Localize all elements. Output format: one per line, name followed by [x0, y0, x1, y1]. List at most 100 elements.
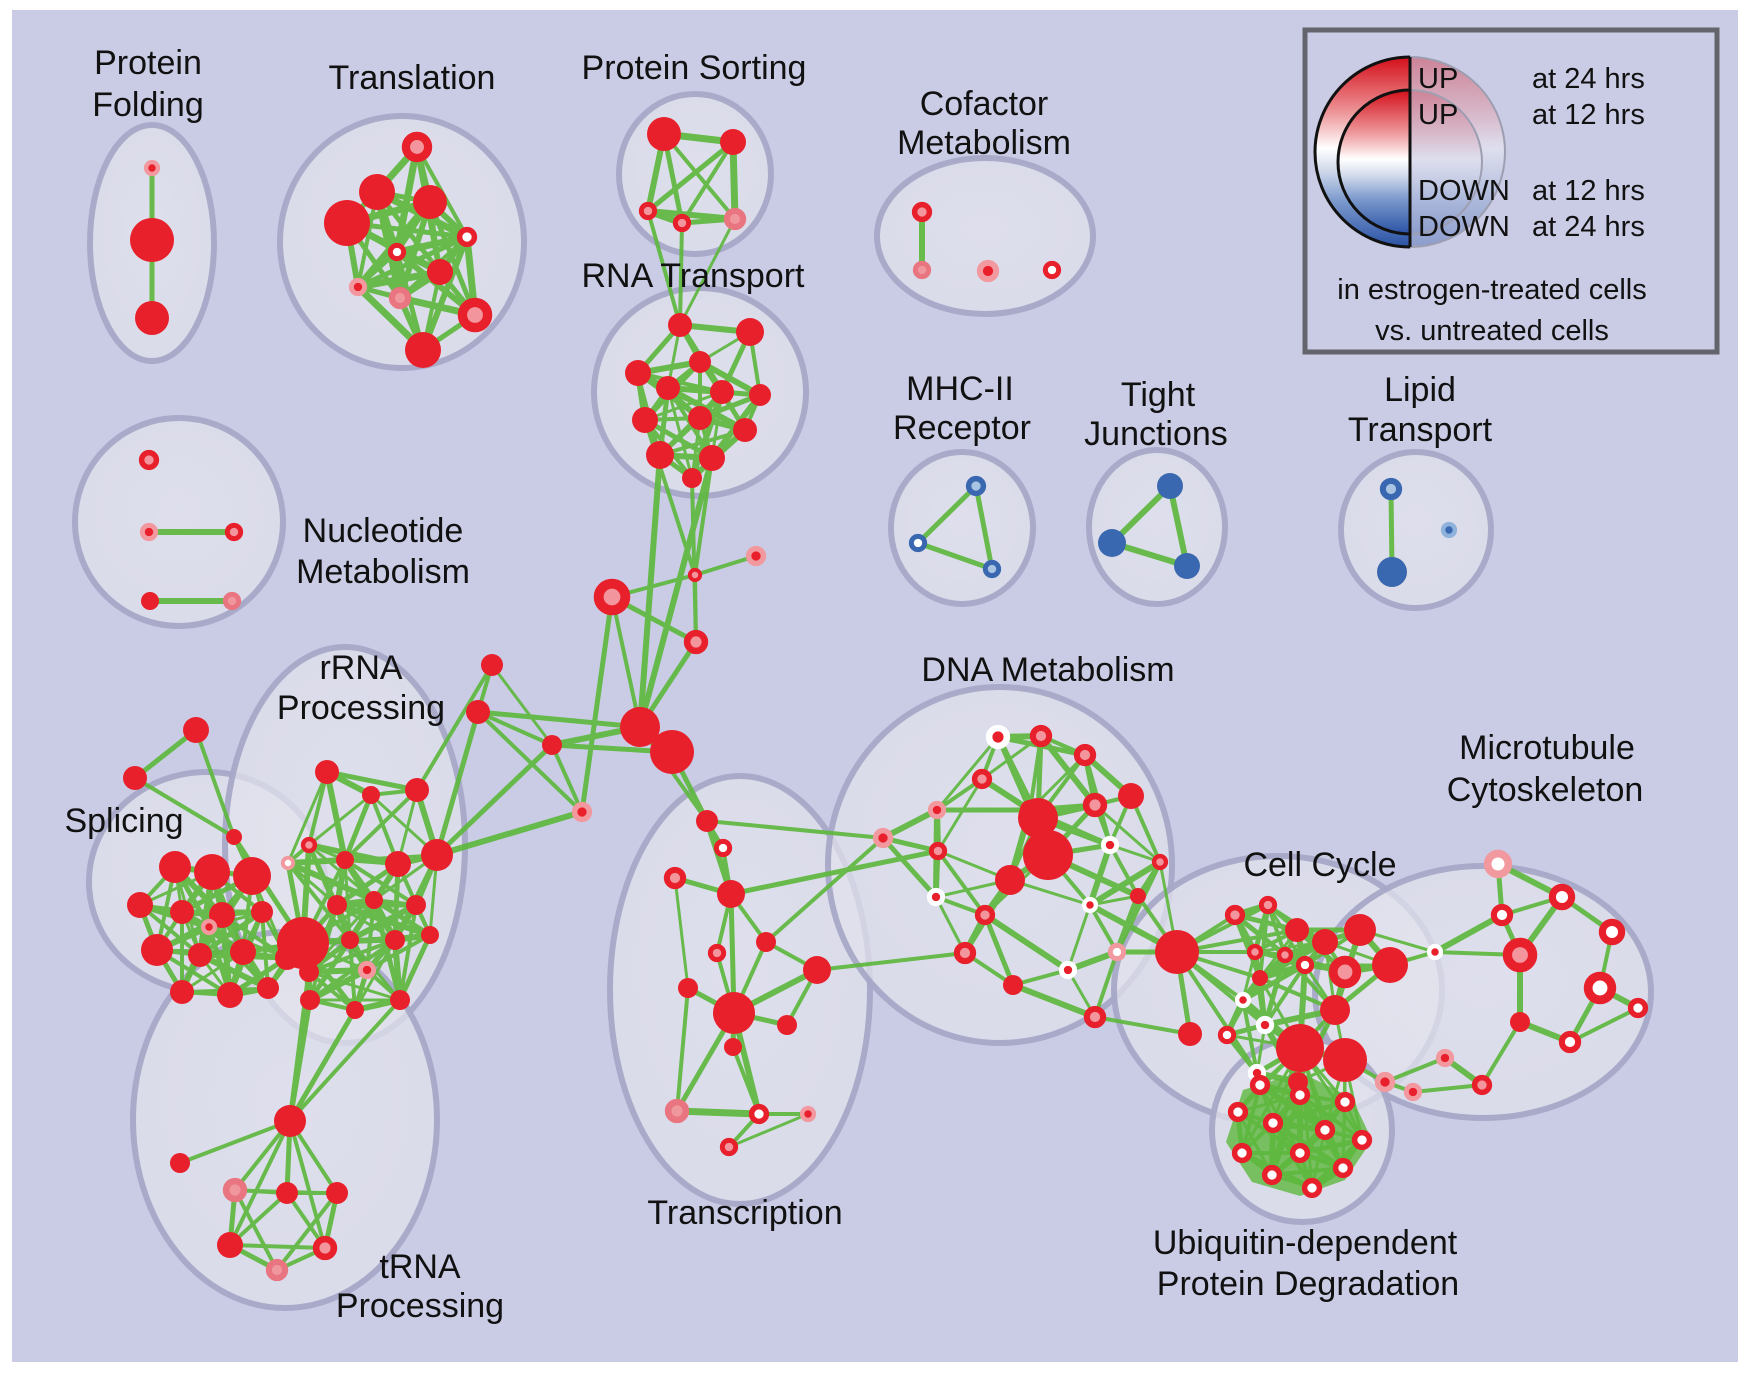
cluster-label-splicing: Splicing — [64, 802, 183, 840]
node-trna-processing-1 — [170, 1153, 190, 1173]
cluster-label-tight-junctions: Tight — [1121, 376, 1196, 414]
node-connectors-11 — [1403, 1082, 1423, 1102]
legend-circle-vivid-half — [1313, 55, 1410, 249]
node-dna-metabolism-24 — [1003, 975, 1023, 995]
node-transcription-11 — [664, 1098, 690, 1124]
edge — [579, 594, 615, 815]
node-tight-junctions-2 — [1174, 553, 1200, 579]
node-transcription-3 — [717, 880, 745, 908]
edge — [1269, 1092, 1303, 1178]
node-cell-cycle-0 — [1224, 904, 1246, 926]
edge — [705, 819, 885, 840]
edge — [1093, 1015, 1192, 1036]
edge — [980, 734, 1043, 781]
node-dna-metabolism-19 — [1058, 960, 1078, 980]
node-rrna-processing-7 — [421, 839, 453, 871]
cluster-label-rna-transport: RNA Transport — [582, 257, 806, 295]
edge — [1093, 950, 1119, 1019]
cluster-label-cofactor-metabolism-1: Metabolism — [897, 124, 1071, 162]
node-rrna-processing-12 — [385, 930, 405, 950]
edge — [228, 1243, 327, 1250]
node-rna-transport-3 — [689, 351, 711, 373]
node-protein-sorting-3 — [672, 213, 692, 233]
cluster-label-microtubule-cytoskeleton: Microtubule — [1459, 729, 1635, 767]
node-dna-metabolism-10 — [1023, 830, 1073, 880]
edge — [1175, 950, 1259, 1075]
edge — [393, 233, 471, 256]
node-rna-transport-0 — [668, 313, 692, 337]
edge — [347, 902, 419, 943]
node-connectors-10 — [1374, 1071, 1396, 1093]
edge — [434, 742, 555, 858]
node-rna-transport-4 — [656, 376, 680, 400]
legend-footer-0: in estrogen-treated cells — [1337, 274, 1647, 306]
node-dna-metabolism-2 — [1073, 743, 1097, 767]
node-dna-metabolism-7 — [1118, 783, 1144, 809]
node-connectors-7 — [466, 700, 490, 724]
node-dna-metabolism-18 — [1107, 942, 1127, 962]
edge — [415, 663, 494, 792]
node-splicing-13 — [257, 977, 279, 999]
node-splicing-14 — [200, 918, 218, 936]
nodes — [123, 117, 1649, 1282]
edge — [693, 554, 758, 577]
node-cofactor-metabolism-3 — [1042, 260, 1062, 280]
node-rna-transport-12 — [682, 468, 702, 488]
node-connectors-8 — [542, 735, 562, 755]
node-cofactor-metabolism-2 — [976, 259, 1000, 283]
node-dna-metabolism-8 — [1082, 792, 1108, 818]
node-dna-metabolism-1 — [1029, 724, 1053, 748]
node-nucleotide-metabolism-3 — [141, 592, 159, 610]
edge — [982, 912, 1016, 988]
edge — [434, 809, 585, 858]
edge — [365, 933, 432, 972]
node-splicing-triangle-0 — [183, 717, 209, 743]
node-rrna-processing-6 — [385, 851, 411, 877]
node-splicing-5 — [209, 902, 235, 928]
edge — [1108, 843, 1140, 898]
node-microtubule-cytoskeleton-2 — [1490, 903, 1514, 927]
node-splicing-6 — [251, 901, 273, 923]
node-rrna-processing-1 — [362, 786, 380, 804]
cluster-label-trna-processing: tRNA — [379, 1248, 461, 1286]
edge — [1236, 1110, 1302, 1155]
node-splicing-1 — [194, 854, 230, 890]
node-splicing-9 — [230, 939, 256, 965]
node-rna-transport-8 — [688, 406, 712, 430]
node-ubiquitin-degradation-5 — [1314, 1119, 1336, 1141]
node-dna-metabolism-22 — [1178, 1022, 1202, 1046]
edge — [1568, 1006, 1640, 1044]
node-ubiquitin-degradation-10 — [1332, 1157, 1354, 1179]
edge — [690, 476, 698, 644]
node-cell-cycle-5 — [1246, 943, 1264, 961]
node-connectors-3 — [683, 629, 709, 655]
node-translation-5 — [387, 242, 407, 262]
edge — [764, 836, 885, 944]
node-rrna-processing-19 — [299, 962, 319, 982]
node-dna-metabolism-12 — [1100, 835, 1120, 855]
cluster-label-mhc-ii-receptor-1: Receptor — [893, 409, 1031, 447]
node-translation-6 — [427, 259, 453, 285]
edge — [643, 390, 724, 422]
node-protein-sorting-4 — [723, 207, 747, 231]
node-rrna-processing-18 — [277, 917, 329, 969]
node-dna-metabolism-3 — [971, 768, 993, 790]
node-dna-metabolism-5 — [928, 841, 948, 861]
edge — [673, 1107, 763, 1118]
edge — [342, 792, 374, 863]
edge — [475, 709, 643, 730]
node-dna-metabolism-17 — [1081, 896, 1099, 914]
node-dna-metabolism-14 — [974, 904, 996, 926]
node-cofactor-metabolism-1 — [912, 260, 932, 280]
node-rna-transport-9 — [733, 418, 757, 442]
node-protein-sorting-0 — [647, 117, 681, 151]
edge — [693, 456, 714, 577]
edge — [815, 951, 967, 972]
legend-time-3: at 24 hrs — [1532, 211, 1645, 243]
edge — [1087, 842, 1113, 908]
node-transcription-2 — [663, 866, 687, 890]
node-cell-cycle-6 — [1276, 946, 1294, 964]
node-dna-metabolism-0 — [985, 724, 1011, 750]
node-microtubule-cytoskeleton-1 — [1548, 883, 1576, 911]
